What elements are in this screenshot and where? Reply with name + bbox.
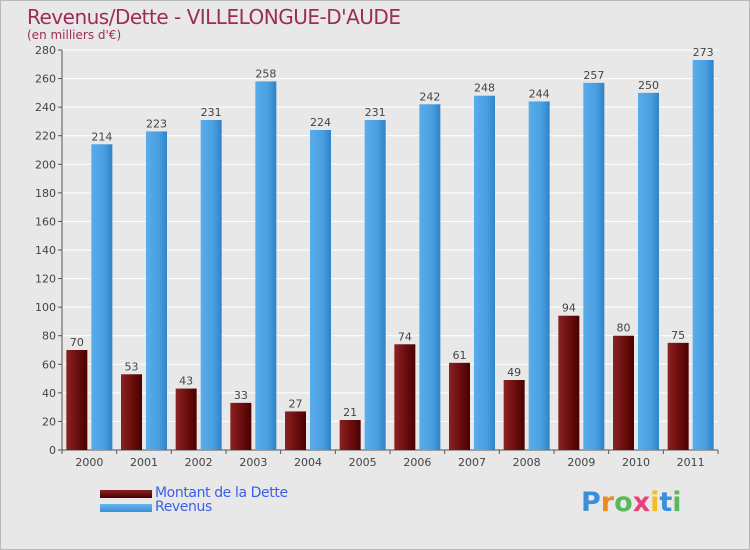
bar-dette (121, 374, 142, 450)
data-label-revenus: 231 (201, 106, 222, 119)
y-tick-label: 180 (35, 187, 56, 200)
logo-letter: i (650, 487, 660, 518)
data-label-dette: 74 (398, 330, 412, 343)
data-label-dette: 75 (671, 329, 685, 342)
legend-label-dette: Montant de la Dette (155, 485, 288, 501)
y-tick-label: 20 (42, 415, 56, 428)
proxiti-logo: Proxiti (581, 487, 682, 518)
x-tick-label: 2000 (75, 456, 103, 469)
y-tick-label: 220 (35, 130, 56, 143)
y-tick-label: 260 (35, 73, 56, 86)
y-tick-label: 80 (42, 330, 56, 343)
y-tick-label: 0 (49, 444, 56, 457)
data-label-revenus: 242 (419, 90, 440, 103)
bar-revenus (638, 92, 659, 450)
bar-revenus (255, 81, 277, 450)
data-label-dette: 53 (125, 360, 139, 373)
bar-revenus (474, 95, 495, 450)
data-label-dette: 61 (453, 349, 467, 362)
logo-letter: i (672, 487, 682, 518)
x-tick-label: 2009 (567, 456, 595, 469)
data-label-dette: 43 (179, 375, 193, 388)
y-tick-label: 280 (35, 44, 56, 57)
bar-dette (66, 350, 88, 450)
data-label-revenus: 258 (255, 67, 276, 80)
x-tick-label: 2005 (349, 456, 377, 469)
data-label-revenus: 250 (638, 79, 659, 92)
logo-letter: P (581, 487, 601, 518)
bar-revenus (200, 120, 222, 450)
y-tick-label: 140 (35, 244, 56, 257)
data-label-revenus: 257 (583, 69, 604, 82)
x-tick-label: 2002 (185, 456, 213, 469)
y-tick-label: 40 (42, 387, 56, 400)
logo-letter: t (659, 487, 673, 518)
data-label-revenus: 223 (146, 117, 167, 130)
y-tick-label: 160 (35, 215, 56, 228)
logo-letter: x (632, 487, 651, 518)
x-tick-label: 2008 (513, 456, 541, 469)
data-label-dette: 70 (70, 336, 84, 349)
bar-dette (667, 342, 689, 450)
bar-dette (394, 344, 416, 450)
chart-title: Revenus/Dette - VILLELONGUE-D'AUDE (27, 5, 401, 29)
y-tick-label: 200 (35, 158, 56, 171)
bar-dette (449, 362, 470, 450)
bar-revenus (91, 144, 113, 451)
bar-dette (285, 411, 306, 450)
data-label-dette: 80 (617, 322, 631, 335)
bar-revenus (146, 131, 167, 450)
y-tick-label: 100 (35, 301, 56, 314)
data-label-dette: 33 (234, 389, 248, 402)
data-label-revenus: 224 (310, 116, 331, 129)
x-tick-label: 2010 (622, 456, 650, 469)
data-label-dette: 27 (289, 397, 303, 410)
data-label-revenus: 214 (91, 130, 112, 143)
bar-revenus (692, 60, 714, 450)
bar-dette (339, 420, 361, 450)
data-label-revenus: 244 (529, 87, 550, 100)
legend-label-revenus: Revenus (155, 499, 212, 515)
x-tick-label: 2006 (403, 456, 431, 469)
data-label-dette: 21 (343, 406, 357, 419)
bar-dette (613, 335, 634, 450)
logo-letter: o (614, 487, 633, 518)
logo-letter: r (600, 487, 615, 518)
x-tick-label: 2007 (458, 456, 486, 469)
legend-swatch-revenus (100, 504, 152, 512)
x-tick-label: 2011 (677, 456, 705, 469)
bar-revenus (583, 82, 605, 450)
bar-dette (175, 388, 197, 450)
chart-subtitle: (en milliers d'€) (27, 28, 122, 42)
legend-swatch-dette (100, 490, 152, 498)
bar-dette (503, 380, 525, 450)
y-tick-label: 240 (35, 101, 56, 114)
bar-revenus (528, 101, 550, 450)
bar-revenus (419, 104, 441, 451)
bar-revenus (310, 130, 331, 450)
data-label-revenus: 231 (365, 106, 386, 119)
x-tick-label: 2003 (239, 456, 267, 469)
y-tick-label: 120 (35, 273, 56, 286)
data-label-revenus: 273 (693, 46, 714, 59)
data-label-dette: 49 (507, 366, 521, 379)
x-tick-label: 2001 (130, 456, 158, 469)
x-tick-label: 2004 (294, 456, 322, 469)
bar-revenus (364, 120, 386, 450)
bar-dette (230, 402, 252, 450)
data-label-revenus: 248 (474, 82, 495, 95)
data-label-dette: 94 (562, 302, 576, 315)
bar-dette (558, 315, 580, 450)
y-tick-label: 60 (42, 358, 56, 371)
